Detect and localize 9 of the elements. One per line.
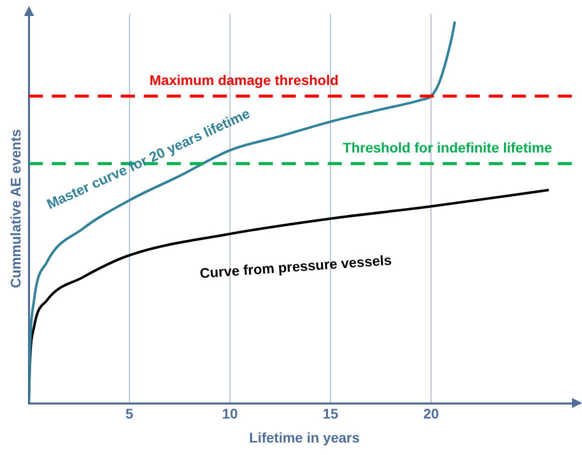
y-axis-title: Cummulative AE events xyxy=(7,129,24,288)
x-tick-label: 15 xyxy=(322,406,339,422)
x-axis-title: Lifetime in years xyxy=(249,429,360,446)
series-label: Curve from pressure vessels xyxy=(199,252,392,282)
x-tick-label: 20 xyxy=(423,406,440,422)
x-tick-label: 5 xyxy=(125,406,134,422)
ref-line-label: Maximum damage threshold xyxy=(150,72,339,88)
x-tick-label: 10 xyxy=(222,406,238,422)
ref-line-label: Threshold for indefinite lifetime xyxy=(342,140,552,156)
